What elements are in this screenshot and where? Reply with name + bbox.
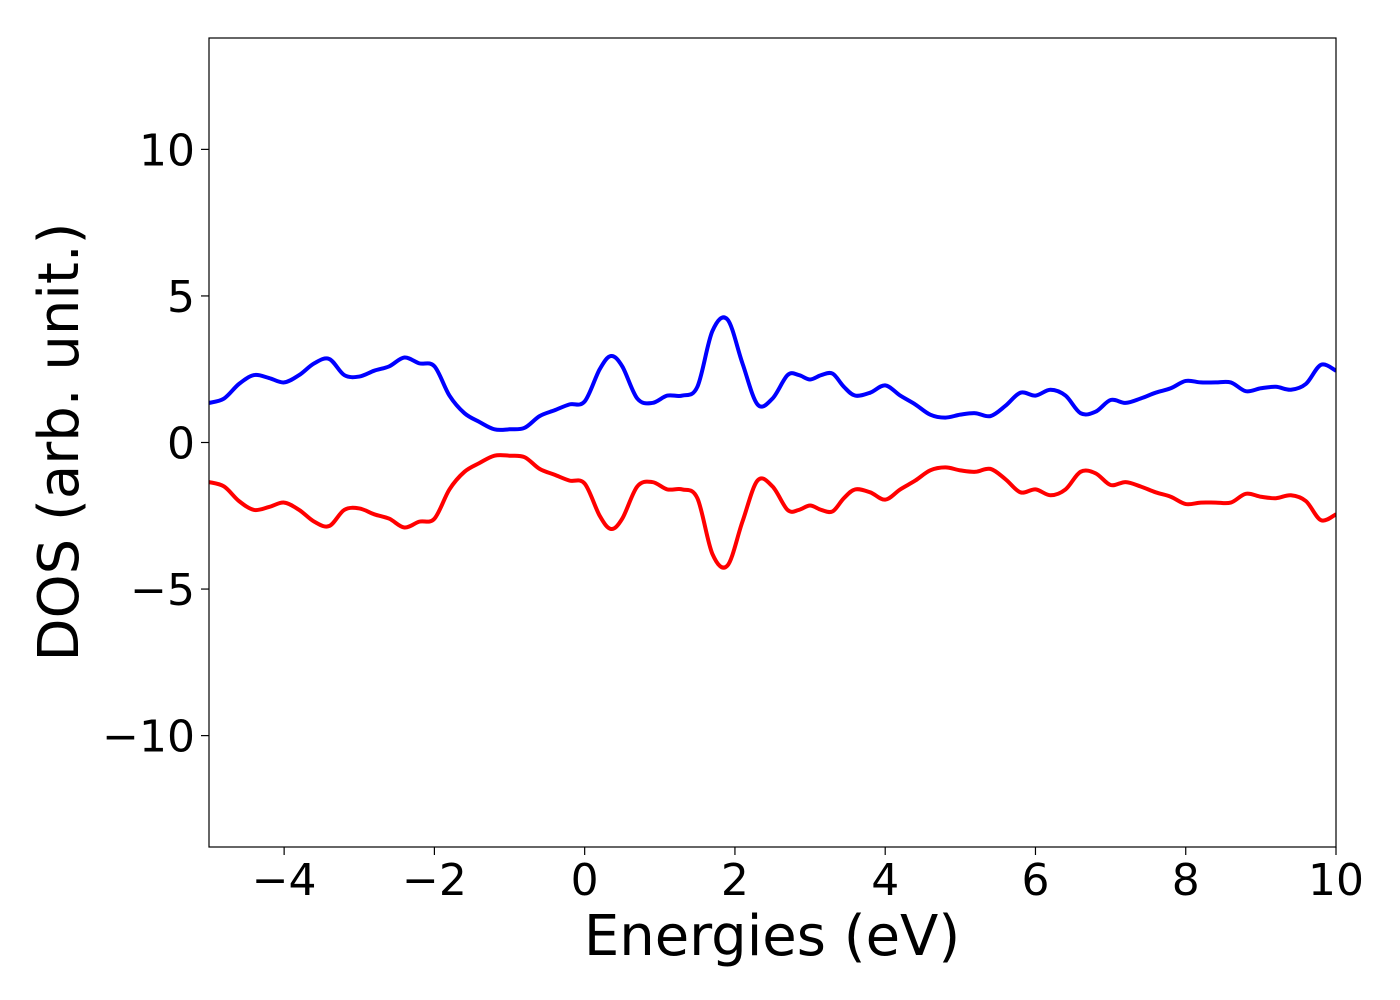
series-layer (209, 315, 1336, 570)
x-tick-label: 10 (1308, 855, 1364, 906)
x-tick-label: 8 (1172, 855, 1200, 906)
plot-frame (208, 37, 1337, 848)
x-axis-ticks: −4 −2 0 2 4 6 8 10 (252, 847, 1364, 906)
y-tick-label: 10 (139, 125, 195, 176)
x-tick-label: 6 (1021, 855, 1049, 906)
x-tick-label: 4 (871, 855, 899, 906)
x-tick-label: −4 (252, 855, 317, 906)
y-axis-ticks: −10 −5 0 5 10 (102, 125, 209, 763)
x-tick-label: 2 (721, 855, 749, 906)
x-tick-label: −2 (402, 855, 467, 906)
y-tick-label: 5 (167, 272, 195, 323)
x-tick-label: 0 (571, 855, 599, 906)
y-tick-label: 0 (167, 419, 195, 470)
x-axis-label: Energies (eV) (584, 904, 960, 969)
dos-up-line (209, 315, 1336, 432)
y-tick-label: −10 (102, 712, 195, 763)
y-axis-label: DOS (arb. unit.) (27, 222, 92, 661)
dos-down-line (209, 453, 1336, 570)
y-tick-label: −5 (130, 565, 195, 616)
